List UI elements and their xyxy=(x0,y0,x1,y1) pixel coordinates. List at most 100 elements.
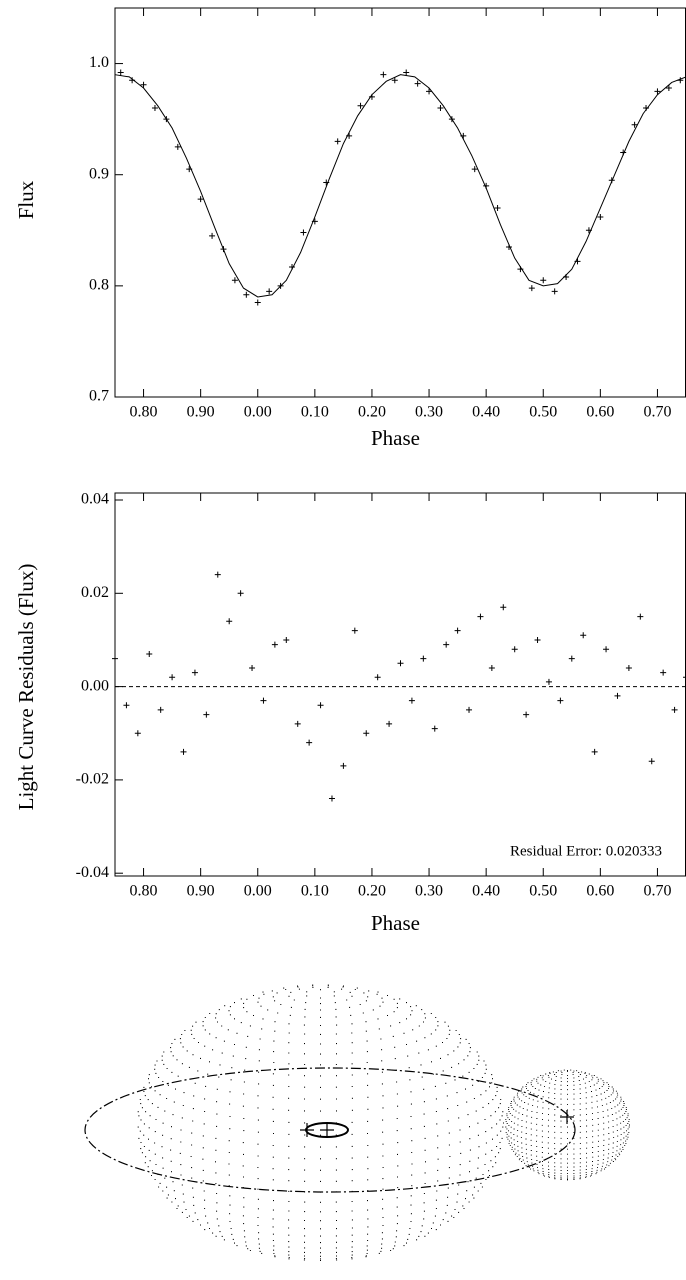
y-axis-title: Light Curve Residuals (Flux) xyxy=(14,564,38,811)
data-point xyxy=(294,720,301,727)
data-point xyxy=(334,138,341,145)
data-point xyxy=(123,702,130,709)
data-point xyxy=(671,706,678,713)
data-point xyxy=(283,636,290,643)
data-point xyxy=(140,81,147,88)
data-point xyxy=(580,632,587,639)
x-tick-label: 0.20 xyxy=(358,883,386,900)
data-point xyxy=(471,166,478,173)
data-point xyxy=(254,299,261,306)
x-tick-label: 0.10 xyxy=(301,404,329,421)
x-tick-label: 0.30 xyxy=(415,883,443,900)
data-point xyxy=(466,706,473,713)
data-point xyxy=(243,291,250,298)
data-point xyxy=(306,739,313,746)
data-point xyxy=(534,636,541,643)
x-tick-label: 0.50 xyxy=(529,883,557,900)
data-point xyxy=(511,646,518,653)
data-point xyxy=(340,762,347,769)
data-point xyxy=(317,702,324,709)
y-tick-label: 1.0 xyxy=(89,54,109,71)
data-point xyxy=(591,748,598,755)
x-tick-label: 0.00 xyxy=(244,883,272,900)
data-point xyxy=(443,641,450,648)
x-tick-label: 0.40 xyxy=(472,404,500,421)
data-point xyxy=(648,758,655,765)
data-point xyxy=(266,288,273,295)
data-point xyxy=(494,205,501,212)
residuals-chart: 0.80 0.90 0.00 0.10 0.20 0.30 0.40 0.50 0.60 0.70… xyxy=(14,491,686,935)
x-tick-label: 0.40 xyxy=(472,883,500,900)
x-tick-label: 0.60 xyxy=(586,404,614,421)
data-point xyxy=(134,730,141,737)
data-point xyxy=(180,748,187,755)
x-tick-label: 0.60 xyxy=(586,883,614,900)
x-tick-label: 0.00 xyxy=(244,404,272,421)
center-markers xyxy=(300,1110,574,1137)
data-point xyxy=(214,571,221,578)
x-tick-label: 0.80 xyxy=(130,883,158,900)
x-axis-title: Phase xyxy=(371,426,420,450)
data-point xyxy=(545,678,552,685)
data-point xyxy=(374,674,381,681)
data-point xyxy=(488,664,495,671)
data-point xyxy=(237,590,244,597)
data-point xyxy=(191,669,198,676)
data-point xyxy=(431,725,438,732)
data-point xyxy=(391,77,398,84)
light-curve-chart: 0.80 0.90 0.00 0.10 0.20 0.30 0.40 0.50 0.60 0.70… xyxy=(14,7,686,450)
data-point xyxy=(300,229,307,236)
data-point xyxy=(597,213,604,220)
data-point xyxy=(408,697,415,704)
x-tick-label: 0.50 xyxy=(529,404,557,421)
data-point xyxy=(614,692,621,699)
data-point xyxy=(500,604,507,611)
data-point xyxy=(271,641,278,648)
data-point xyxy=(174,143,181,150)
y-tick-label: -0.02 xyxy=(76,771,109,788)
data-point xyxy=(625,664,632,671)
data-point xyxy=(683,674,686,681)
y-tick-label: -0.04 xyxy=(76,864,109,881)
x-tick-label: 0.70 xyxy=(643,883,671,900)
y-axis-title: Flux xyxy=(14,180,38,219)
x-tick-label: 0.70 xyxy=(643,404,671,421)
data-point xyxy=(540,277,547,284)
x-axis-title: Phase xyxy=(371,911,420,935)
data-point xyxy=(654,88,661,95)
data-point xyxy=(477,613,484,620)
data-point xyxy=(568,655,575,662)
orbit xyxy=(84,1067,576,1193)
data-point xyxy=(414,80,421,87)
data-point xyxy=(328,795,335,802)
data-point xyxy=(551,288,558,295)
data-point xyxy=(249,664,256,671)
model-curve xyxy=(114,74,686,298)
data-point xyxy=(157,706,164,713)
data-point xyxy=(397,660,404,667)
y-tick-label: 0.02 xyxy=(81,584,109,601)
data-point xyxy=(603,646,610,653)
data-point xyxy=(363,730,370,737)
data-point xyxy=(380,71,387,78)
data-point xyxy=(528,285,535,292)
data-point xyxy=(557,697,564,704)
data-point xyxy=(146,650,153,657)
data-point xyxy=(403,69,410,76)
data-point xyxy=(226,618,233,625)
x-tick-label: 0.90 xyxy=(187,883,215,900)
data-point xyxy=(665,85,672,92)
data-point xyxy=(209,232,216,239)
y-tick-label: 0.9 xyxy=(89,165,109,182)
data-point xyxy=(169,674,176,681)
plot-frame xyxy=(114,7,686,398)
data-point xyxy=(151,105,158,112)
x-tick-label: 0.20 xyxy=(358,404,386,421)
y-tick-label: 0.8 xyxy=(89,277,109,294)
x-tick-label: 0.90 xyxy=(187,404,215,421)
data-point xyxy=(637,613,644,620)
data-point xyxy=(231,277,238,284)
data-point xyxy=(454,627,461,634)
